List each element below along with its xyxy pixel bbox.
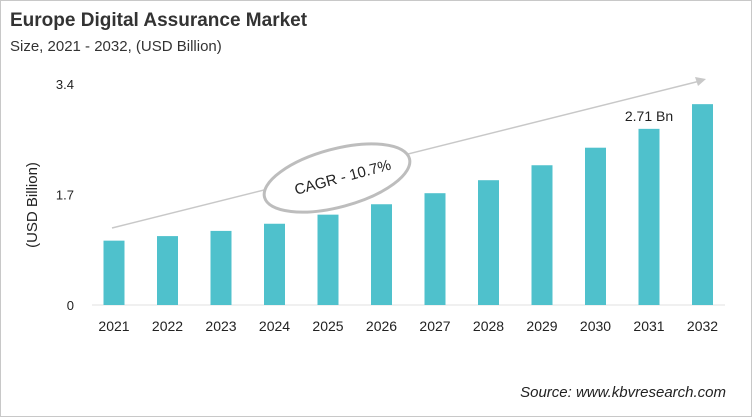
y-tick-label: 1.7 — [56, 188, 74, 203]
x-tick-label: 2026 — [366, 318, 397, 334]
x-tick-label: 2021 — [98, 318, 129, 334]
bar-2022 — [157, 236, 178, 305]
source-note: Source: www.kbvresearch.com — [520, 384, 726, 401]
x-tick-label: 2029 — [526, 318, 557, 334]
x-tick-label: 2027 — [419, 318, 450, 334]
x-tick-label: 2030 — [580, 318, 611, 334]
bar-2030 — [585, 147, 606, 305]
x-tick-label: 2022 — [152, 318, 183, 334]
bar-2032 — [692, 104, 713, 306]
bar-2023 — [210, 230, 232, 305]
bar-2028 — [478, 180, 499, 305]
x-tick-label: 2024 — [259, 318, 290, 334]
bar-2029 — [531, 165, 553, 305]
x-tick-label: 2031 — [633, 318, 664, 334]
bar-2027 — [424, 193, 446, 305]
bar-2024 — [264, 223, 285, 305]
x-tick-label: 2028 — [473, 318, 504, 334]
data-label-2031: 2.71 Bn — [625, 108, 673, 124]
bar-2031 — [638, 128, 660, 305]
x-tick-label: 2032 — [687, 318, 718, 334]
y-axis-label: (USD Billion) — [24, 162, 41, 248]
bar-2026 — [371, 204, 392, 305]
y-tick-label: 0 — [67, 298, 74, 313]
bar-2025 — [317, 214, 339, 305]
cagr-ellipse — [262, 142, 412, 214]
y-tick-label: 3.4 — [56, 77, 74, 92]
x-tick-label: 2023 — [205, 318, 236, 334]
chart-title: Europe Digital Assurance Market — [10, 10, 308, 31]
x-tick-label: 2025 — [312, 318, 343, 334]
bar-2021 — [103, 240, 125, 305]
arrow-head-icon — [695, 77, 706, 86]
chart-subtitle: Size, 2021 - 2032, (USD Billion) — [10, 38, 222, 55]
